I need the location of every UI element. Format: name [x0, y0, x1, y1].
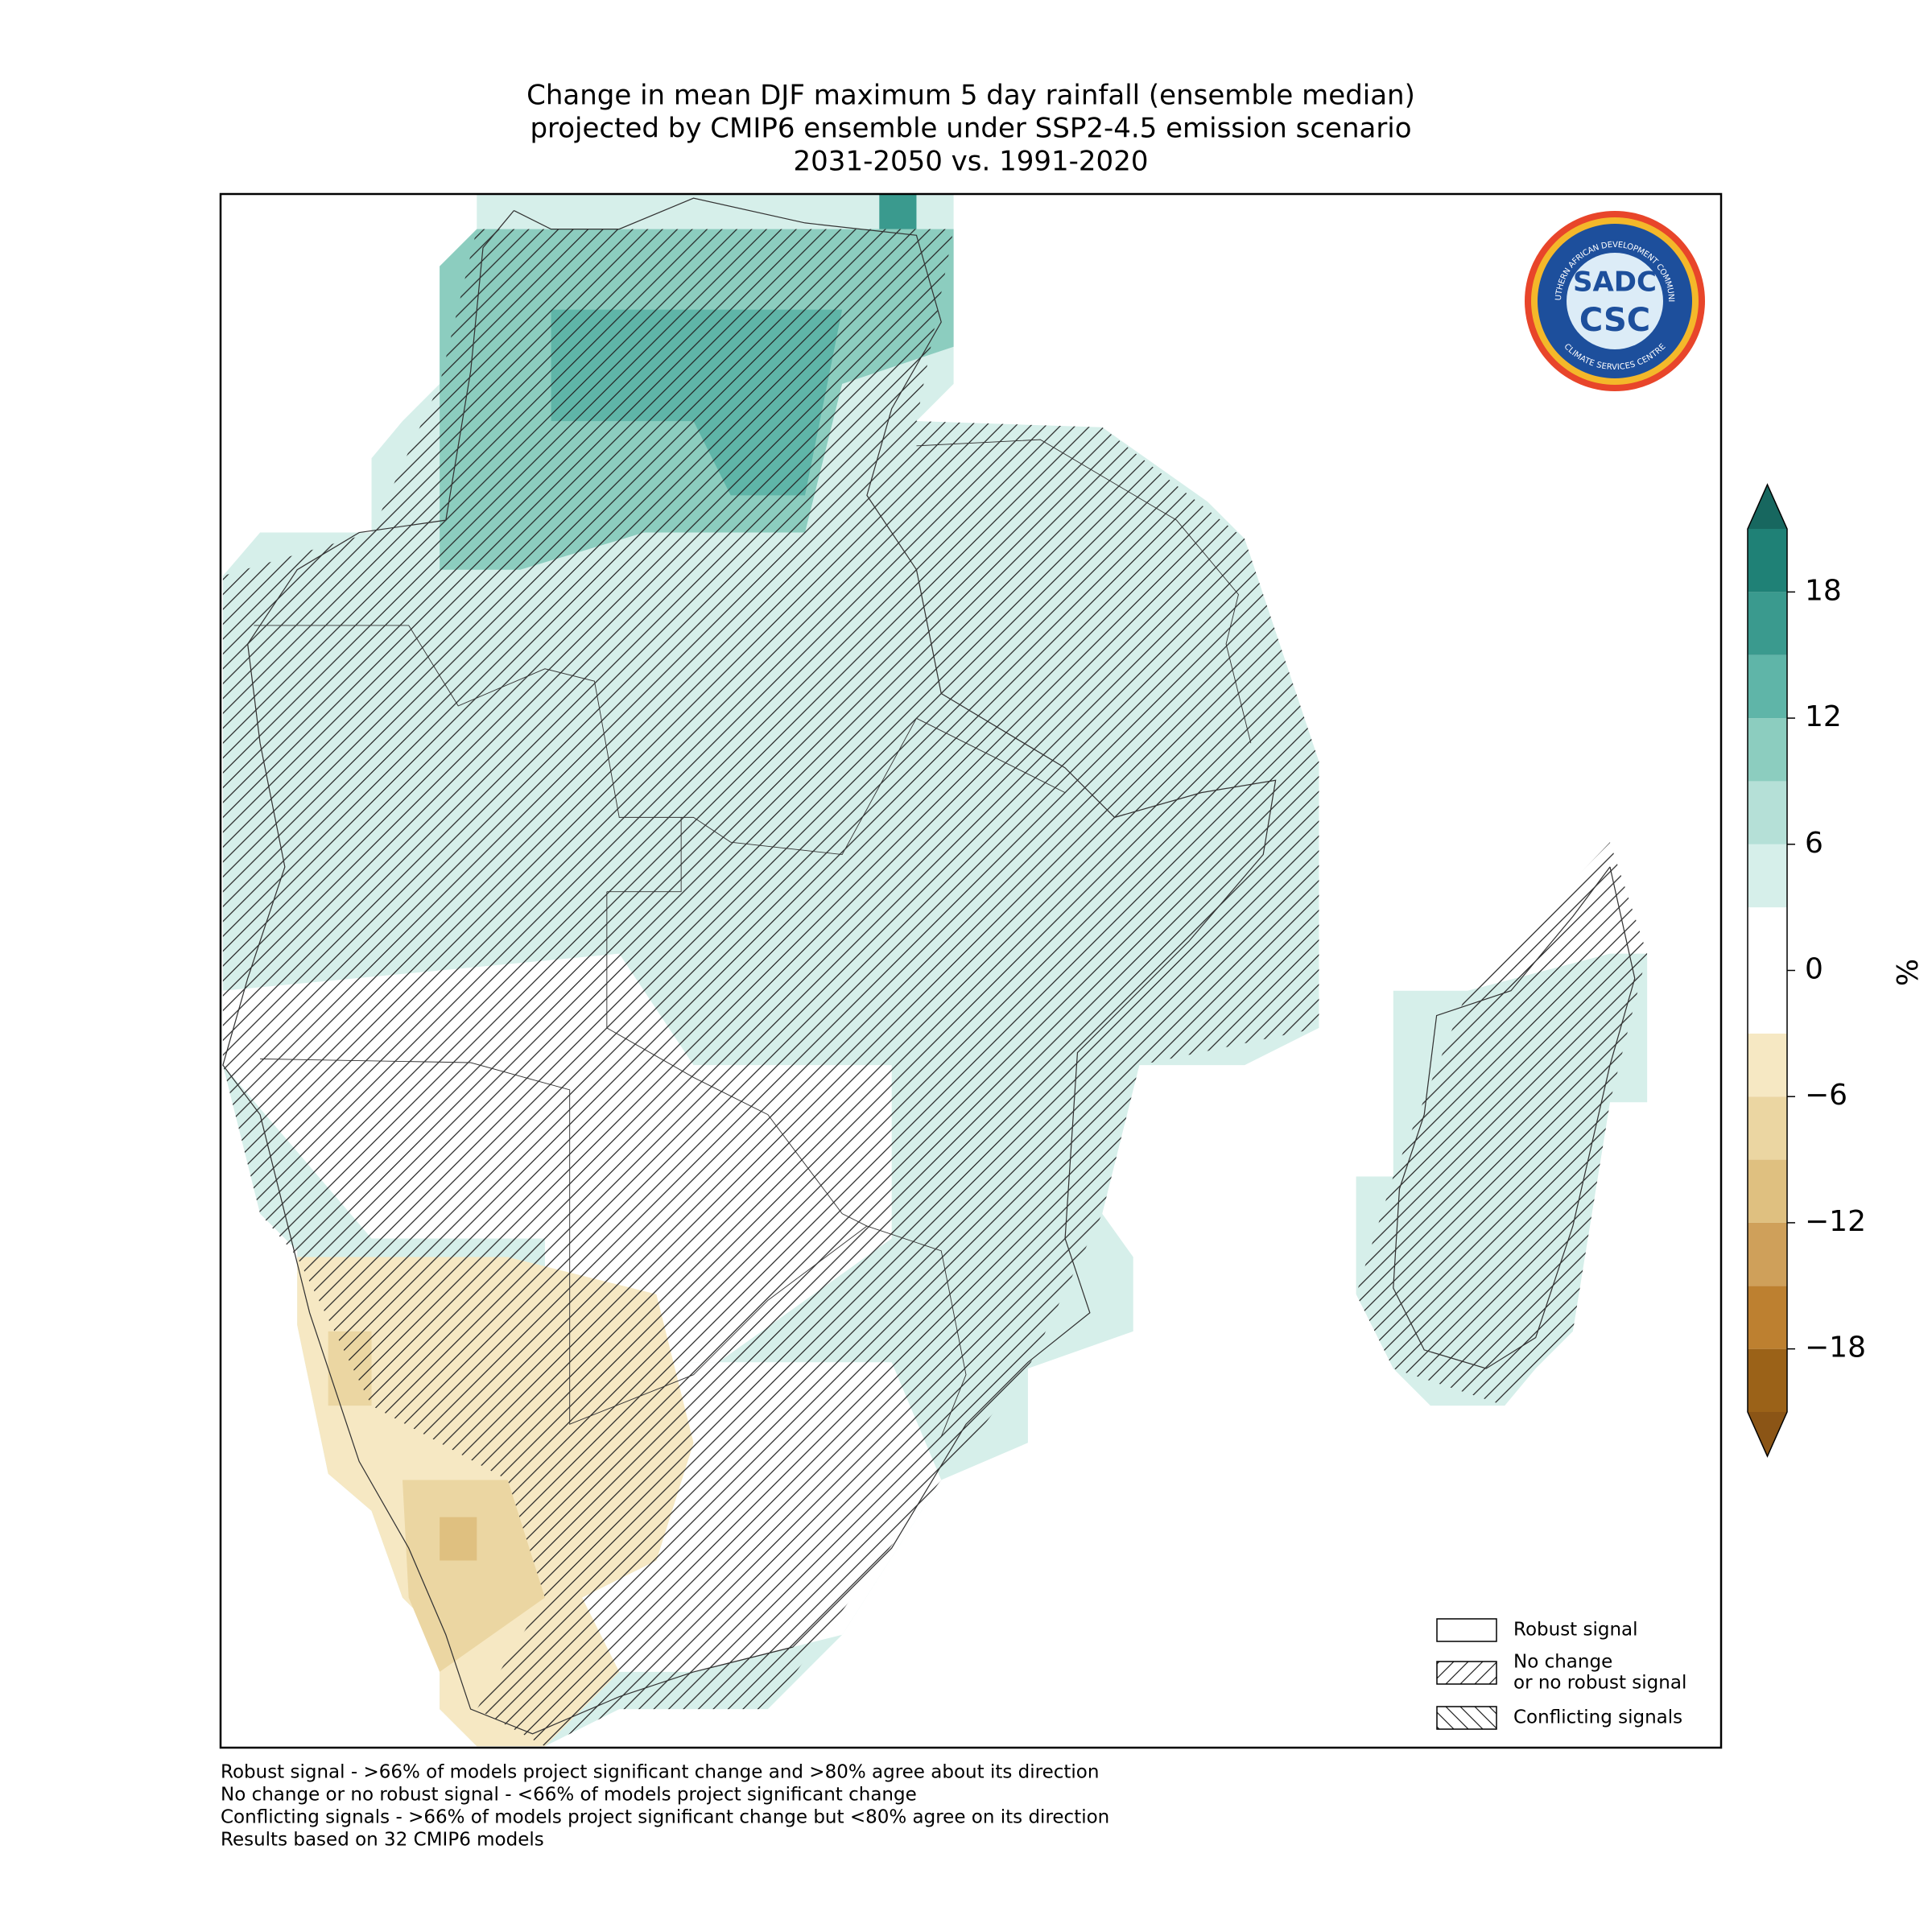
footnotes: Robust signal - >66% of models project s…	[221, 1762, 1109, 1851]
border	[916, 439, 1252, 744]
colorbar-bin	[1748, 1159, 1787, 1223]
colorbar-bin	[1748, 529, 1787, 592]
footnote: Conflicting signals - >66% of models pro…	[221, 1807, 1109, 1828]
region-driest	[440, 1517, 477, 1561]
legend-label: Conflicting signals	[1513, 1707, 1682, 1728]
colorbar-tick-label: 18	[1805, 574, 1842, 607]
legend-swatch	[1436, 1618, 1497, 1642]
border	[606, 891, 868, 1227]
hatching	[222, 229, 1319, 1747]
colorbar-tick-label: 6	[1805, 827, 1823, 860]
colorbar-bin	[1748, 781, 1787, 844]
colorbar-bin	[1748, 1348, 1787, 1412]
coastline	[222, 197, 1277, 1735]
colorbar-tick-label: 12	[1805, 700, 1842, 733]
footnote: Results based on 32 CMIP6 models	[221, 1830, 544, 1851]
colorbar-bin	[1748, 1033, 1787, 1097]
colorbar-outline	[1747, 483, 1788, 1458]
colorbar-bin	[1748, 718, 1787, 782]
colorbar: −18 −12 −6 0 6 12 18%	[1747, 483, 1925, 1458]
title-line: projected by CMIP6 ensemble under SSP2-4…	[530, 113, 1411, 145]
logo-text: CSC	[1579, 302, 1650, 339]
border	[260, 1058, 967, 1437]
title-line: 2031-2050 vs. 1991-2020	[794, 146, 1149, 178]
legend-label: Robust signal	[1513, 1620, 1638, 1641]
legend-swatch	[1436, 1661, 1497, 1685]
legend-label: or no robust signal	[1513, 1673, 1686, 1694]
map-frame	[219, 192, 1723, 1749]
logo-center	[1567, 253, 1663, 349]
legend-swatch	[1436, 1706, 1497, 1730]
region-drier	[402, 1480, 545, 1672]
footnote: No change or no robust signal - <66% of …	[221, 1785, 917, 1806]
colorbar-label: %	[1892, 959, 1925, 986]
colorbar-tick-label: −18	[1805, 1331, 1866, 1364]
colorbar-extend	[1748, 485, 1787, 529]
colorbar-bin	[1748, 654, 1787, 719]
region-strong	[879, 194, 917, 229]
coastline	[1393, 866, 1636, 1369]
colorbar-bin	[1748, 970, 1787, 1034]
colorbar-bin	[1748, 592, 1787, 655]
border	[254, 625, 1066, 856]
colorbar-bin	[1748, 1096, 1787, 1160]
colorbar-bin	[1748, 1222, 1787, 1286]
footnote: Robust signal - >66% of models project s…	[221, 1762, 1099, 1783]
colorbar-tick-label: 0	[1805, 953, 1823, 986]
map	[222, 194, 1648, 1747]
title-line: Change in mean DJF maximum 5 day rainfal…	[526, 80, 1415, 112]
legend-label: No change	[1513, 1652, 1612, 1673]
colorbar-tick-label: −6	[1805, 1079, 1847, 1112]
logo-text: SADC	[1573, 266, 1657, 299]
colorbar-bin	[1748, 1286, 1787, 1349]
colorbar-extend	[1748, 1412, 1787, 1456]
colorbar-bin	[1748, 907, 1787, 971]
hatching	[1356, 842, 1648, 1406]
colorbar-tick-label: −12	[1805, 1205, 1866, 1238]
border	[606, 817, 682, 893]
colorbar-bin	[1748, 844, 1787, 908]
